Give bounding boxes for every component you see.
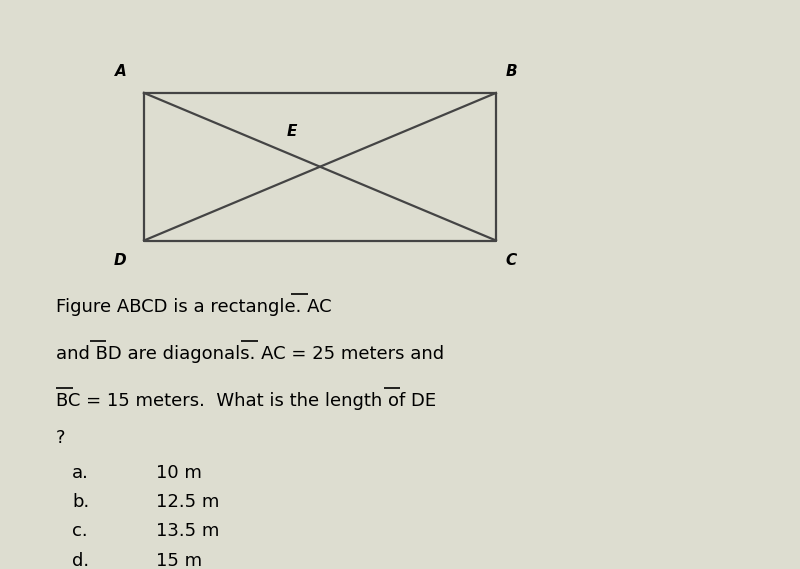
Text: E: E (287, 125, 297, 139)
Text: BC = 15 meters.  What is the length of DE: BC = 15 meters. What is the length of DE (56, 393, 436, 410)
Text: D: D (114, 253, 126, 267)
Text: and BD are diagonals. AC = 25 meters and: and BD are diagonals. AC = 25 meters and (56, 345, 444, 364)
Text: C: C (506, 253, 517, 267)
Text: 12.5 m: 12.5 m (156, 493, 219, 511)
Text: Figure ABCD is a rectangle. AC: Figure ABCD is a rectangle. AC (56, 298, 332, 316)
Text: B: B (506, 64, 518, 79)
Text: A: A (114, 64, 126, 79)
Text: b.: b. (72, 493, 90, 511)
Text: 10 m: 10 m (156, 464, 202, 481)
Text: ?: ? (56, 429, 66, 447)
Text: a.: a. (72, 464, 89, 481)
Text: 15 m: 15 m (156, 552, 202, 569)
Text: c.: c. (72, 522, 88, 540)
Text: 13.5 m: 13.5 m (156, 522, 219, 540)
Text: d.: d. (72, 552, 89, 569)
